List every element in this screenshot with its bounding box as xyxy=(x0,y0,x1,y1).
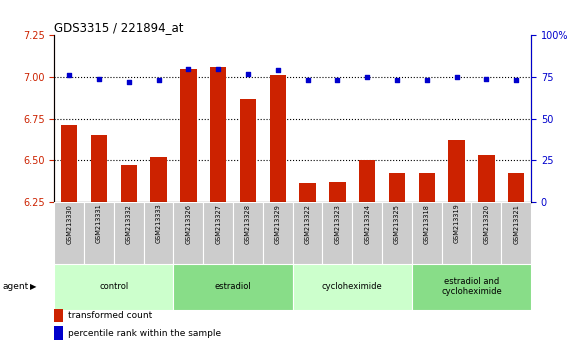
Point xyxy=(94,76,103,81)
Text: control: control xyxy=(99,282,128,291)
Text: agent: agent xyxy=(3,282,29,291)
Bar xyxy=(508,173,524,202)
Bar xyxy=(323,202,352,264)
Bar xyxy=(382,202,412,264)
Point xyxy=(422,78,431,83)
Bar xyxy=(84,202,114,264)
Point xyxy=(65,73,74,78)
Point xyxy=(154,78,163,83)
Point xyxy=(392,78,401,83)
Point xyxy=(124,79,133,85)
Bar xyxy=(292,264,412,310)
Text: GSM213326: GSM213326 xyxy=(186,204,191,244)
Bar xyxy=(419,173,435,202)
Text: GSM213323: GSM213323 xyxy=(335,204,340,244)
Point xyxy=(333,78,342,83)
Bar xyxy=(412,202,441,264)
Bar xyxy=(389,173,405,202)
Text: GSM213320: GSM213320 xyxy=(483,204,489,244)
Bar xyxy=(150,157,167,202)
Bar xyxy=(501,202,531,264)
Bar xyxy=(114,202,144,264)
Point xyxy=(482,76,491,81)
Bar xyxy=(478,155,494,202)
Text: GSM213318: GSM213318 xyxy=(424,204,430,244)
Bar xyxy=(263,202,292,264)
Point xyxy=(363,74,372,80)
Point xyxy=(452,74,461,80)
Text: GSM213321: GSM213321 xyxy=(513,204,519,244)
Text: GDS3315 / 221894_at: GDS3315 / 221894_at xyxy=(54,21,184,34)
Bar xyxy=(54,326,63,340)
Text: GSM213327: GSM213327 xyxy=(215,204,221,244)
Bar xyxy=(472,202,501,264)
Point xyxy=(512,78,521,83)
Text: GSM213325: GSM213325 xyxy=(394,204,400,244)
Text: transformed count: transformed count xyxy=(67,311,152,320)
Point xyxy=(273,68,282,73)
Text: estradiol: estradiol xyxy=(215,282,251,291)
Bar xyxy=(54,309,63,322)
Bar xyxy=(359,160,375,202)
Text: GSM213332: GSM213332 xyxy=(126,204,132,244)
Text: GSM213319: GSM213319 xyxy=(453,204,460,244)
Text: GSM213333: GSM213333 xyxy=(155,204,162,244)
Bar xyxy=(54,264,174,310)
Text: GSM213324: GSM213324 xyxy=(364,204,370,244)
Bar xyxy=(120,165,137,202)
Bar xyxy=(203,202,233,264)
Bar xyxy=(91,135,107,202)
Text: estradiol and
cycloheximide: estradiol and cycloheximide xyxy=(441,277,502,296)
Text: GSM213322: GSM213322 xyxy=(304,204,311,244)
Bar xyxy=(441,202,472,264)
Bar xyxy=(210,67,226,202)
Bar xyxy=(292,202,323,264)
Point xyxy=(184,66,193,72)
Bar xyxy=(180,69,196,202)
Bar xyxy=(412,264,531,310)
Bar xyxy=(174,202,203,264)
Bar xyxy=(352,202,382,264)
Text: percentile rank within the sample: percentile rank within the sample xyxy=(67,329,221,338)
Bar xyxy=(448,140,465,202)
Text: cycloheximide: cycloheximide xyxy=(322,282,383,291)
Bar xyxy=(299,183,316,202)
Point xyxy=(214,66,223,72)
Bar xyxy=(233,202,263,264)
Bar xyxy=(174,264,292,310)
Text: GSM213328: GSM213328 xyxy=(245,204,251,244)
Text: GSM213330: GSM213330 xyxy=(66,204,72,244)
Text: GSM213331: GSM213331 xyxy=(96,204,102,244)
Text: GSM213329: GSM213329 xyxy=(275,204,281,244)
Bar xyxy=(54,202,84,264)
Text: ▶: ▶ xyxy=(30,282,36,291)
Point xyxy=(303,78,312,83)
Point xyxy=(243,71,252,76)
Bar xyxy=(240,99,256,202)
Bar xyxy=(61,125,77,202)
Bar xyxy=(270,75,286,202)
Bar xyxy=(329,182,345,202)
Bar xyxy=(144,202,174,264)
